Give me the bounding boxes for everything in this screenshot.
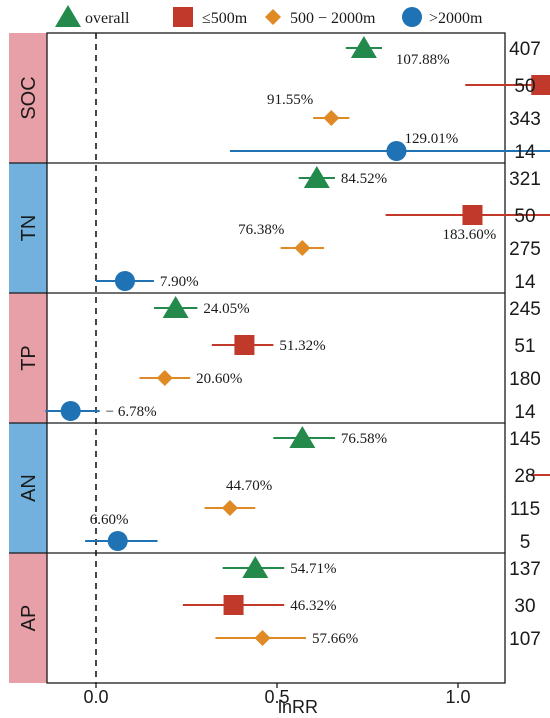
- effect-size-label: − 6.78%: [106, 404, 157, 420]
- point-estimate: [60, 401, 81, 421]
- point-estimate: [462, 205, 483, 225]
- point-estimate: [156, 370, 173, 386]
- panel-label-tp: TP: [18, 345, 40, 371]
- panel-label-an: AN: [18, 474, 40, 502]
- x-tick-label: 0.5: [264, 687, 289, 707]
- panel-label-soc: SOC: [18, 76, 40, 119]
- effect-size-label: 57.66%: [312, 631, 358, 647]
- x-tick-label: 1.0: [445, 687, 470, 707]
- point-estimate: [531, 75, 550, 95]
- sample-size-label: 50: [514, 206, 535, 227]
- effect-size-label: 6.60%: [90, 512, 129, 528]
- effect-size-label: 7.90%: [160, 274, 199, 290]
- effect-size-label: 54.71%: [290, 561, 336, 577]
- sample-size-label: 28: [514, 466, 535, 487]
- row-soc-overall: 107.88% 407: [345, 36, 541, 68]
- row-ap-mid: 57.66% 107: [215, 629, 541, 650]
- effect-size-label: 107.88%: [396, 52, 450, 68]
- sample-size-label: 145: [509, 429, 541, 450]
- row-tn-overall: 84.52% 321: [298, 166, 541, 190]
- sample-size-label: 14: [514, 402, 536, 423]
- plot-frame: [46, 32, 506, 684]
- point-estimate: [242, 556, 269, 578]
- point-estimate: [294, 240, 311, 256]
- point-estimate: [254, 630, 271, 646]
- point-estimate: [323, 110, 340, 126]
- panel-label-tn: TN: [18, 215, 40, 242]
- row-an-gt2000: 6.60% 5: [85, 512, 530, 553]
- effect-size-label: 20.60%: [196, 371, 242, 387]
- x-tick-label: 0.0: [83, 687, 108, 707]
- sample-size-label: 14: [514, 142, 536, 163]
- point-estimate: [234, 335, 255, 355]
- row-tp-mid: 20.60% 180: [139, 369, 541, 390]
- legend-gt2000-label: >2000m: [429, 10, 483, 27]
- effect-size-label: 183.60%: [442, 227, 496, 243]
- point-estimate: [223, 595, 244, 615]
- sample-size-label: 180: [509, 369, 541, 390]
- effect-size-label: 24.05%: [203, 301, 249, 317]
- legend: overall ≤500m 500 − 2000m >2000m: [55, 5, 483, 27]
- sample-size-label: 321: [509, 169, 541, 190]
- sample-size-label: 14: [514, 272, 536, 293]
- row-tp-gt2000: − 6.78% 14: [45, 401, 536, 423]
- effect-size-label: 76.38%: [238, 222, 284, 238]
- sample-size-label: 51: [514, 336, 535, 357]
- sample-size-label: 50: [514, 76, 535, 97]
- effect-size-label: 129.01%: [404, 131, 458, 147]
- row-ap-overall: 54.71% 137: [222, 556, 541, 580]
- point-estimate: [289, 426, 316, 448]
- point-estimate: [350, 36, 377, 58]
- panel-strip-tn: [9, 163, 47, 293]
- panel-strip-an: [9, 423, 47, 553]
- row-tp-le500: 51.32% 51: [211, 335, 536, 357]
- legend-le500-label: ≤500m: [202, 10, 248, 27]
- point-estimate: [162, 296, 189, 318]
- sample-size-label: 245: [509, 299, 541, 320]
- row-an-le500: 310.21%28: [514, 466, 550, 487]
- row-an-overall: 76.58% 145: [273, 426, 541, 450]
- x-axis-title: lnRR: [278, 697, 318, 717]
- point-estimate: [303, 166, 330, 188]
- point-estimate: [221, 500, 238, 516]
- row-tn-mid: 76.38% 275: [238, 222, 541, 260]
- effect-size-label: 46.32%: [290, 598, 336, 614]
- row-soc-gt2000: 129.01% 14: [229, 131, 550, 163]
- legend-mid-label: 500 − 2000m: [290, 10, 376, 27]
- sample-size-label: 115: [510, 499, 540, 520]
- row-tn-gt2000: 7.90% 14: [96, 271, 536, 293]
- panel-strip-ap: [9, 553, 47, 683]
- panel-strip-tp: [9, 293, 47, 423]
- effect-size-label: 51.32%: [279, 338, 325, 354]
- row-an-mid: 44.70% 115: [204, 478, 540, 520]
- legend-overall-marker: [55, 5, 81, 27]
- row-soc-le500: 244.49%50: [465, 75, 550, 97]
- panel-strip-soc: [9, 33, 47, 163]
- legend-overall-label: overall: [85, 10, 130, 27]
- sample-size-label: 137: [509, 559, 541, 580]
- effect-size-label: 44.70%: [226, 478, 272, 494]
- effect-size-label: 84.52%: [341, 171, 387, 187]
- sample-size-label: 407: [509, 39, 541, 60]
- panel-label-ap: AP: [18, 605, 40, 632]
- row-soc-mid: 91.55% 343: [267, 92, 541, 130]
- effect-size-label: 91.55%: [267, 92, 313, 108]
- effect-size-label: 76.58%: [341, 431, 387, 447]
- point-estimate: [107, 531, 128, 551]
- row-tp-overall: 24.05% 245: [153, 296, 541, 320]
- legend-gt2000-marker: [402, 7, 422, 27]
- point-estimate: [114, 271, 135, 291]
- sample-size-label: 5: [520, 532, 531, 553]
- legend-le500-marker: [173, 7, 193, 27]
- sample-size-label: 275: [509, 239, 541, 260]
- sample-size-label: 107: [509, 629, 541, 650]
- point-estimate: [386, 141, 407, 161]
- legend-mid-marker: [265, 9, 281, 25]
- sample-size-label: 343: [509, 109, 541, 130]
- sample-size-label: 30: [514, 596, 535, 617]
- row-ap-le500: 46.32% 30: [182, 595, 536, 617]
- row-tn-le500: 183.60% 50: [385, 205, 550, 243]
